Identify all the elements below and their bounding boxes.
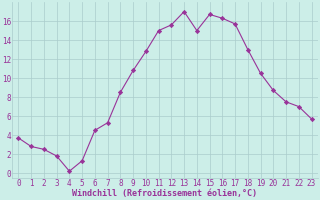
X-axis label: Windchill (Refroidissement éolien,°C): Windchill (Refroidissement éolien,°C) [72, 189, 258, 198]
